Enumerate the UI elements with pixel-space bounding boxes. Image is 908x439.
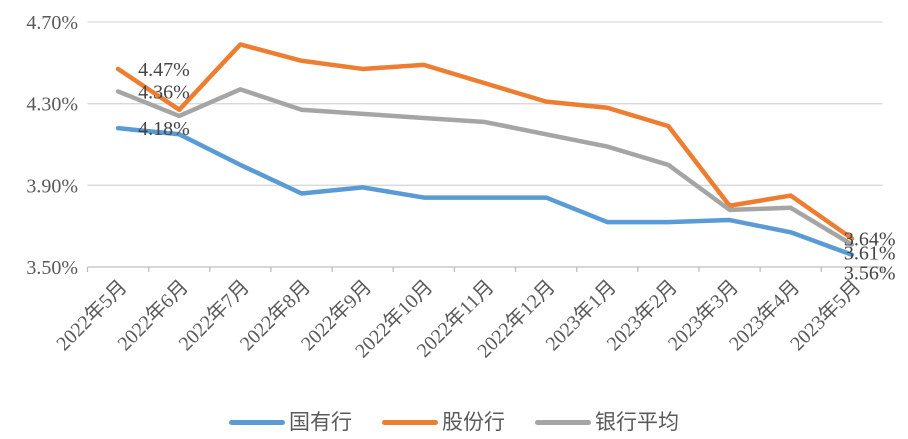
chart-legend: 国有行 股份行 银行平均 [0,412,908,433]
legend-label-bank-average: 银行平均 [595,410,679,434]
legend-swatch-state-owned-banks [229,420,285,425]
data-label-start-国有行: 4.18% [138,118,190,140]
y-axis-tick-label: 3.50% [26,257,78,279]
legend-item-state-owned-banks: 国有行 [229,412,352,433]
series-line-股份行 [115,42,855,241]
legend-item-bank-average: 银行平均 [535,412,679,433]
data-label-end-股份行: 3.64% [844,228,896,250]
data-label-start-股份行: 4.47% [138,59,190,81]
legend-label-state-owned-banks: 国有行 [289,410,352,434]
legend-label-joint-stock-banks: 股份行 [442,410,505,434]
data-label-start-银行平均: 4.36% [138,81,190,103]
legend-item-joint-stock-banks: 股份行 [382,412,505,433]
y-axis-tick-label: 4.30% [26,94,78,116]
data-label-end-国有行: 3.56% [844,263,896,285]
series-line-国有行 [115,125,855,257]
y-axis-tick-label: 4.70% [26,12,78,34]
series-line-银行平均 [115,87,855,247]
legend-swatch-joint-stock-banks [382,420,438,425]
data-label-end-银行平均: 3.61% [844,243,896,265]
legend-swatch-bank-average [535,420,591,425]
y-axis-tick-label: 3.90% [26,175,78,197]
